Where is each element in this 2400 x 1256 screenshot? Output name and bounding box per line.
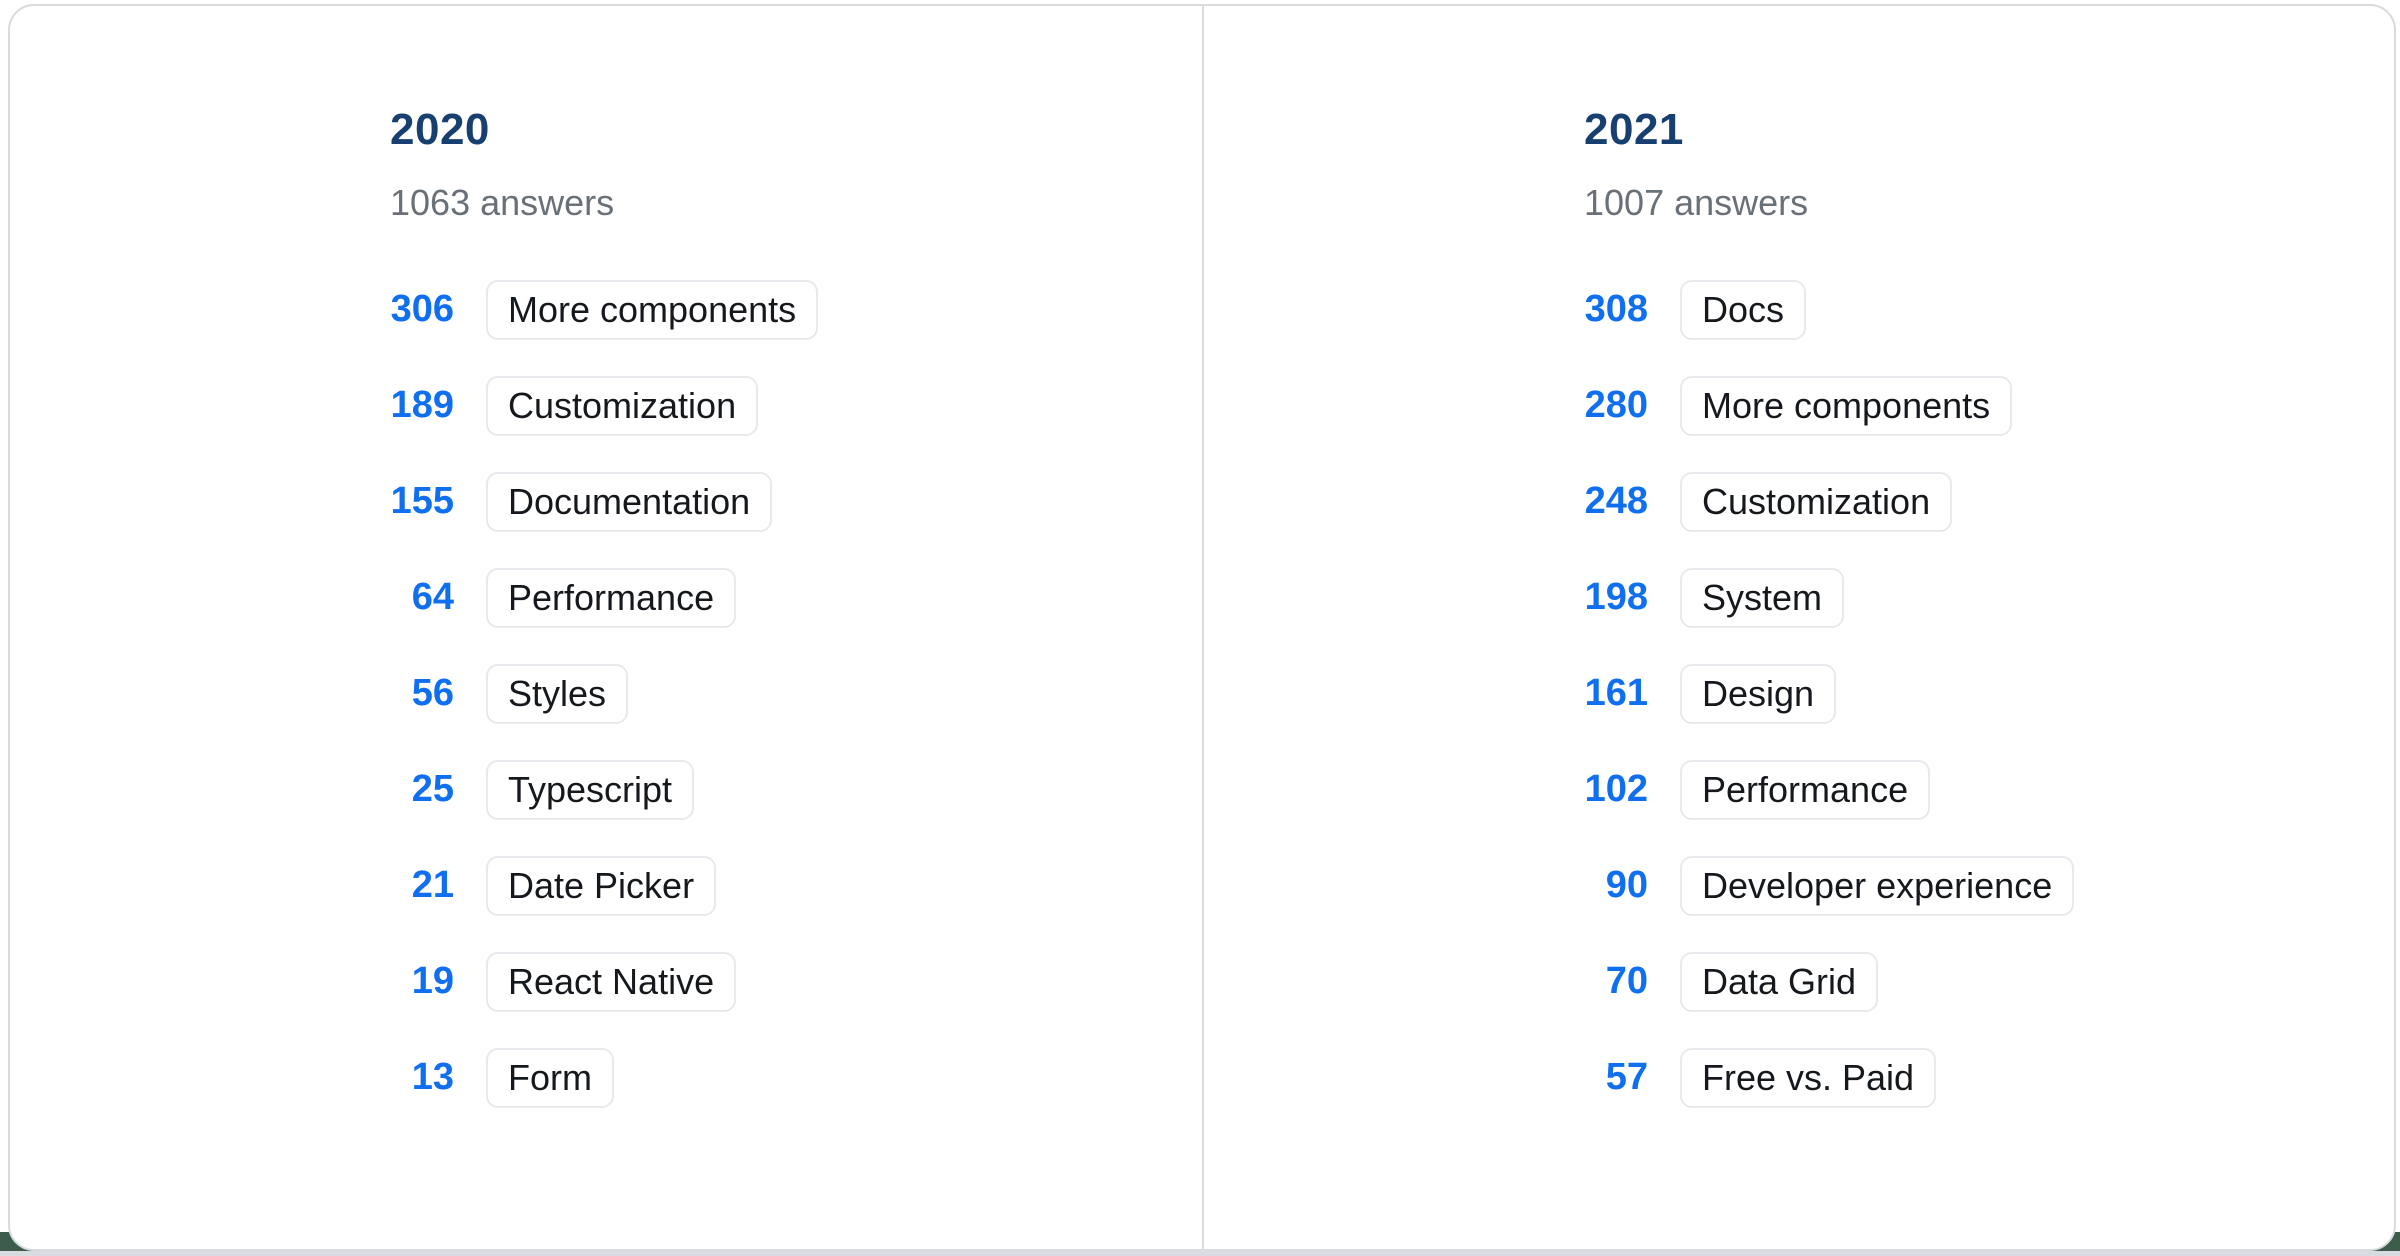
list-item: 56 Styles: [390, 663, 1202, 724]
list-item: 25 Typescript: [390, 759, 1202, 820]
answer-count: 25: [411, 768, 454, 811]
topic-chip: Customization: [1680, 471, 1953, 532]
answer-count: 161: [1584, 672, 1648, 715]
topic-chip: Date Picker: [486, 855, 717, 916]
list-item: 308 Docs: [1584, 279, 2394, 340]
list-item: 90 Developer experience: [1584, 855, 2394, 916]
topic-chip: Documentation: [486, 471, 773, 532]
topic-chip: Developer experience: [1680, 855, 2075, 916]
list-item: 19 React Native: [390, 951, 1202, 1012]
answer-count: 19: [411, 960, 454, 1003]
survey-results-card: 2020 1063 answers 306 More components 18…: [8, 4, 2396, 1251]
answer-count: 90: [1605, 864, 1648, 907]
answer-count: 56: [411, 672, 454, 715]
topic-chip: Free vs. Paid: [1680, 1047, 1937, 1108]
answers-count: 1007 answers: [1584, 182, 1809, 224]
topic-list: 306 More components 189 Customization 15…: [390, 279, 1202, 1108]
bottom-edge-strip: [0, 1251, 2400, 1256]
answer-count: 308: [1584, 288, 1648, 331]
answer-count: 248: [1584, 480, 1648, 523]
year-heading: 2021: [1584, 105, 1684, 154]
topic-chip: Docs: [1680, 279, 1807, 340]
list-item: 198 System: [1584, 567, 2394, 628]
list-item: 102 Performance: [1584, 759, 2394, 820]
topic-chip: Styles: [486, 663, 629, 724]
year-heading: 2020: [390, 105, 490, 154]
topic-chip: Performance: [486, 567, 737, 628]
answer-count: 57: [1605, 1056, 1648, 1099]
topic-chip: Customization: [486, 375, 759, 436]
list-item: 155 Documentation: [390, 471, 1202, 532]
answer-count: 70: [1605, 960, 1648, 1003]
answer-count: 64: [411, 576, 454, 619]
answer-count: 280: [1584, 384, 1648, 427]
year-column-2021: 2021 1007 answers 308 Docs 280 More comp…: [1202, 6, 2394, 1249]
topic-chip: Form: [486, 1047, 614, 1108]
answers-count: 1063 answers: [390, 182, 615, 224]
topic-chip: System: [1680, 567, 1845, 628]
topic-chip: Data Grid: [1680, 951, 1879, 1012]
list-item: 21 Date Picker: [390, 855, 1202, 916]
answer-count: 13: [411, 1056, 454, 1099]
list-item: 280 More components: [1584, 375, 2394, 436]
answer-count: 155: [390, 480, 454, 523]
list-item: 13 Form: [390, 1047, 1202, 1108]
list-item: 70 Data Grid: [1584, 951, 2394, 1012]
list-item: 248 Customization: [1584, 471, 2394, 532]
topic-list: 308 Docs 280 More components 248 Customi…: [1584, 279, 2394, 1108]
topic-chip: Performance: [1680, 759, 1931, 820]
list-item: 306 More components: [390, 279, 1202, 340]
topic-chip: Typescript: [486, 759, 695, 820]
topic-chip: Design: [1680, 663, 1837, 724]
list-item: 57 Free vs. Paid: [1584, 1047, 2394, 1108]
answer-count: 198: [1584, 576, 1648, 619]
list-item: 64 Performance: [390, 567, 1202, 628]
answer-count: 102: [1584, 768, 1648, 811]
list-item: 189 Customization: [390, 375, 1202, 436]
topic-chip: React Native: [486, 951, 737, 1012]
year-column-2020: 2020 1063 answers 306 More components 18…: [10, 6, 1202, 1249]
topic-chip: More components: [486, 279, 819, 340]
answer-count: 189: [390, 384, 454, 427]
answer-count: 21: [411, 864, 454, 907]
topic-chip: More components: [1680, 375, 2013, 436]
answer-count: 306: [390, 288, 454, 331]
list-item: 161 Design: [1584, 663, 2394, 724]
